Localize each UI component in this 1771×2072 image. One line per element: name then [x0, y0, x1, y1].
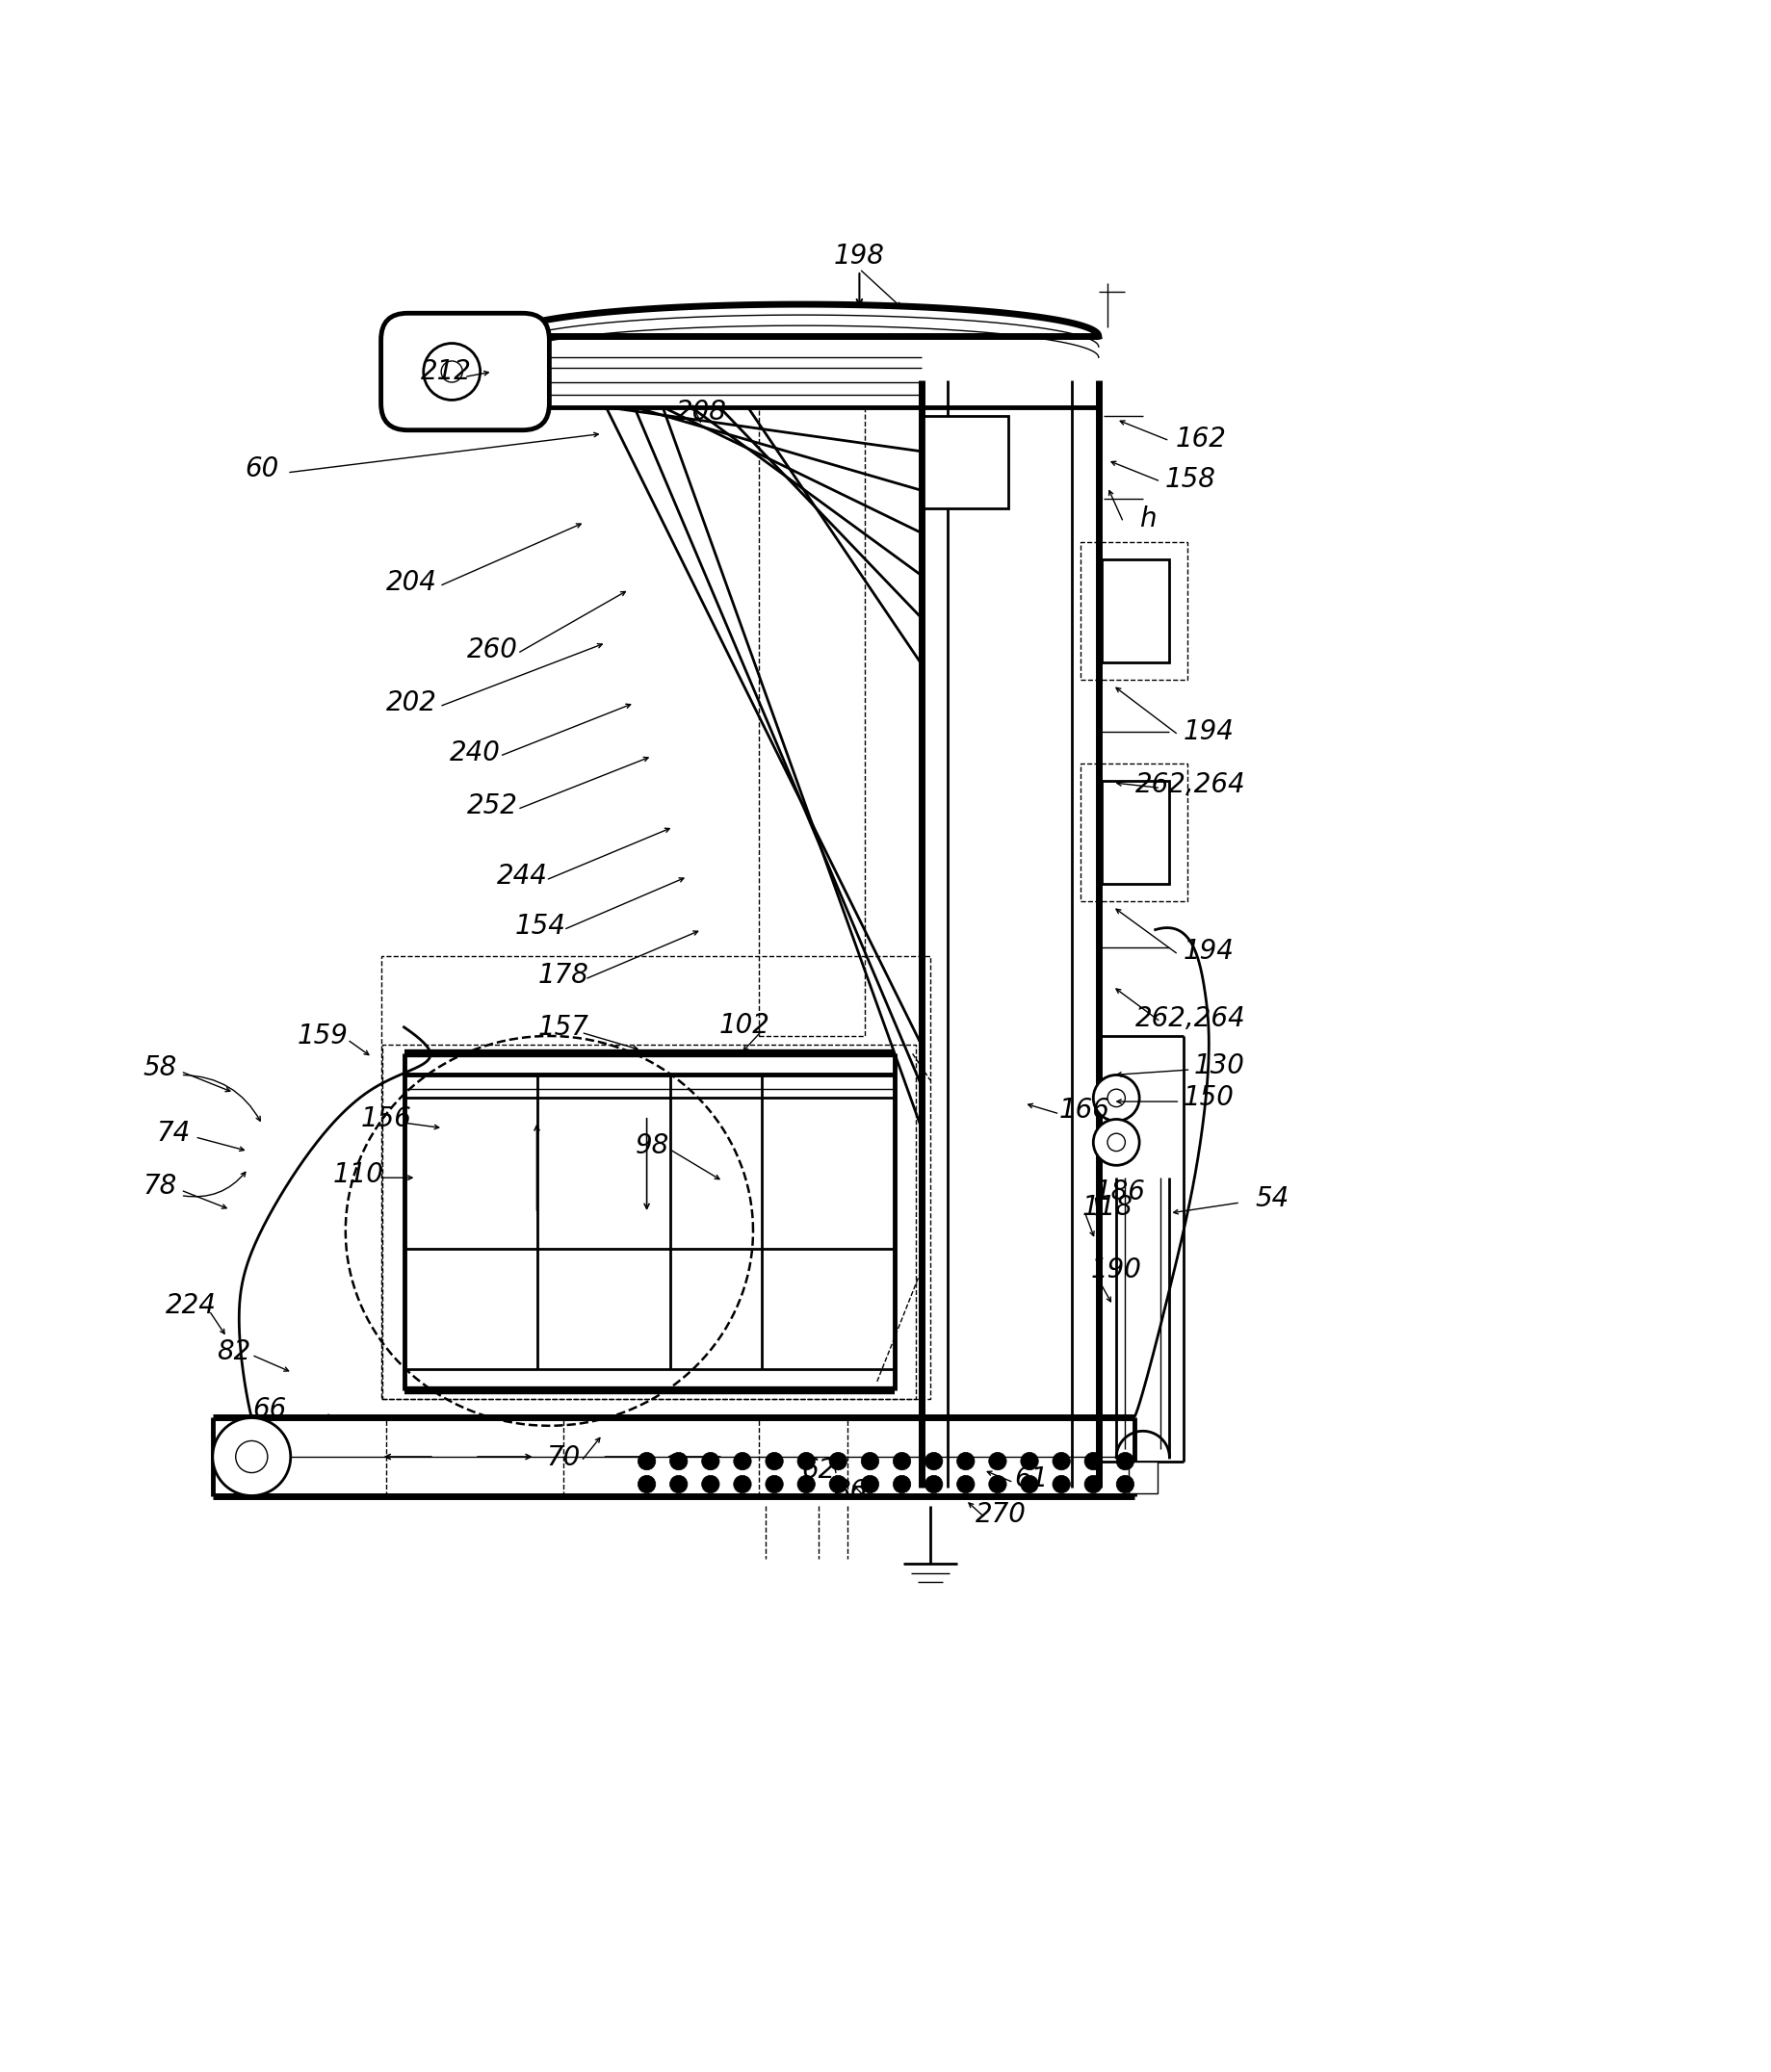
Text: 62: 62	[800, 1457, 836, 1484]
Text: 54: 54	[1254, 1185, 1289, 1212]
Circle shape	[861, 1475, 878, 1494]
Circle shape	[861, 1452, 878, 1469]
Text: 162: 162	[1176, 425, 1226, 452]
Circle shape	[829, 1475, 847, 1494]
Text: 166: 166	[1059, 1096, 1109, 1123]
Circle shape	[1116, 1475, 1133, 1494]
Circle shape	[733, 1452, 751, 1469]
Bar	[923, 416, 1008, 508]
Text: 66: 66	[251, 1397, 287, 1423]
Bar	[381, 957, 930, 1399]
Text: 118: 118	[1082, 1193, 1132, 1220]
Text: 262,264: 262,264	[1135, 1005, 1245, 1032]
Circle shape	[956, 1475, 974, 1494]
Circle shape	[1107, 1090, 1125, 1106]
Text: 86: 86	[832, 1477, 868, 1504]
Circle shape	[1084, 1452, 1102, 1469]
Text: 194: 194	[1183, 717, 1233, 744]
Circle shape	[1052, 1452, 1070, 1469]
Circle shape	[701, 1475, 719, 1494]
Text: 194: 194	[1183, 937, 1233, 963]
Text: 224: 224	[166, 1291, 216, 1318]
Text: 159: 159	[298, 1021, 347, 1051]
Circle shape	[1107, 1133, 1125, 1152]
Text: 244: 244	[498, 864, 547, 891]
Circle shape	[1020, 1452, 1038, 1469]
Bar	[758, 406, 864, 1036]
Circle shape	[988, 1452, 1006, 1469]
Text: 157: 157	[538, 1013, 588, 1040]
Circle shape	[1084, 1475, 1102, 1494]
Text: 98: 98	[634, 1133, 669, 1160]
Text: 202: 202	[386, 690, 436, 717]
Circle shape	[1116, 1452, 1133, 1469]
Text: 78: 78	[142, 1173, 177, 1200]
Circle shape	[893, 1452, 910, 1469]
Text: 186: 186	[1094, 1179, 1144, 1206]
FancyBboxPatch shape	[381, 313, 549, 431]
Bar	[1102, 781, 1169, 883]
Bar	[383, 1044, 916, 1399]
Circle shape	[236, 1440, 267, 1473]
Text: 190: 190	[1091, 1256, 1141, 1283]
Circle shape	[669, 1475, 687, 1494]
Text: 212: 212	[421, 358, 471, 385]
Bar	[1102, 559, 1169, 663]
Circle shape	[441, 361, 462, 381]
Text: 150: 150	[1183, 1084, 1233, 1111]
Text: 154: 154	[515, 912, 565, 939]
Circle shape	[1052, 1475, 1070, 1494]
Text: 158: 158	[1165, 466, 1215, 493]
Text: 260: 260	[468, 636, 517, 663]
Circle shape	[797, 1475, 815, 1494]
Circle shape	[829, 1452, 847, 1469]
Text: 130: 130	[1194, 1053, 1243, 1080]
Circle shape	[893, 1475, 910, 1494]
Text: 61: 61	[1013, 1465, 1048, 1492]
Circle shape	[213, 1417, 290, 1496]
Text: 198: 198	[834, 242, 884, 269]
Circle shape	[924, 1452, 942, 1469]
Text: 70: 70	[545, 1444, 581, 1471]
Circle shape	[765, 1475, 783, 1494]
Text: 102: 102	[719, 1011, 769, 1038]
Text: h: h	[1139, 506, 1156, 533]
Text: 240: 240	[450, 740, 499, 767]
Circle shape	[701, 1452, 719, 1469]
Circle shape	[1093, 1119, 1139, 1164]
Text: 262,264: 262,264	[1135, 771, 1245, 798]
Bar	[1080, 762, 1187, 901]
Circle shape	[988, 1475, 1006, 1494]
Circle shape	[669, 1452, 687, 1469]
Text: 60: 60	[244, 456, 280, 483]
Text: 156: 156	[361, 1106, 411, 1133]
Circle shape	[924, 1475, 942, 1494]
Text: 270: 270	[976, 1500, 1025, 1527]
Text: 252: 252	[468, 792, 517, 818]
Circle shape	[797, 1452, 815, 1469]
Circle shape	[733, 1475, 751, 1494]
Text: 58: 58	[142, 1055, 177, 1082]
Text: 178: 178	[538, 961, 588, 988]
Text: 82: 82	[216, 1339, 251, 1365]
Bar	[1080, 541, 1187, 680]
Circle shape	[423, 344, 480, 400]
Circle shape	[638, 1452, 655, 1469]
Circle shape	[638, 1475, 655, 1494]
Text: 204: 204	[386, 570, 436, 597]
Text: 110: 110	[333, 1160, 383, 1187]
Circle shape	[956, 1452, 974, 1469]
Bar	[1128, 1461, 1156, 1494]
Text: 208: 208	[677, 400, 726, 427]
Circle shape	[1020, 1475, 1038, 1494]
Circle shape	[765, 1452, 783, 1469]
Circle shape	[1093, 1075, 1139, 1121]
Text: 74: 74	[156, 1121, 191, 1148]
